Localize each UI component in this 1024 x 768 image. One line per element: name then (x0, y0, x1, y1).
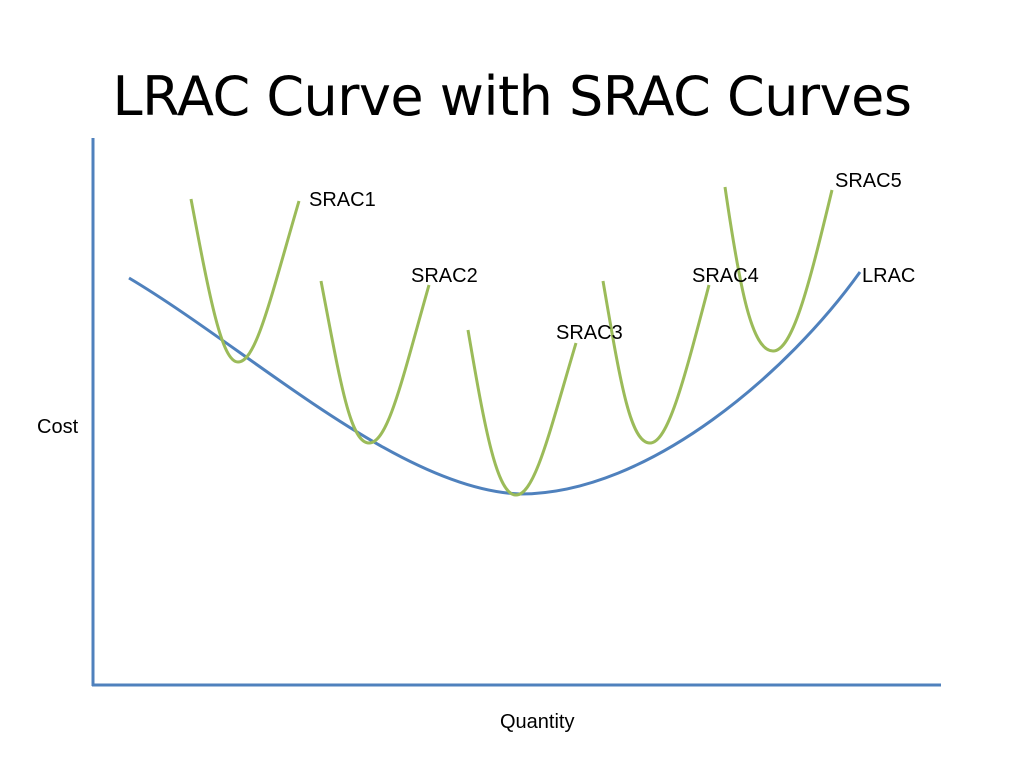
srac2-curve (319, 280, 431, 445)
srac3-label: SRAC3 (556, 322, 623, 344)
y-axis-label: Cost (37, 416, 79, 438)
srac5-curve (723, 186, 834, 353)
x-axis-label: Quantity (500, 711, 574, 733)
srac2-label: SRAC2 (411, 265, 478, 287)
srac4-label: SRAC4 (692, 265, 759, 287)
lrac-label: LRAC (862, 265, 915, 287)
srac1-label: SRAC1 (309, 189, 376, 211)
srac1-curve (189, 198, 301, 364)
srac4-curve (601, 280, 711, 445)
srac5-label: SRAC5 (835, 170, 902, 192)
slide-title: LRAC Curve with SRAC Curves (112, 65, 912, 128)
srac3-curve (466, 329, 578, 497)
